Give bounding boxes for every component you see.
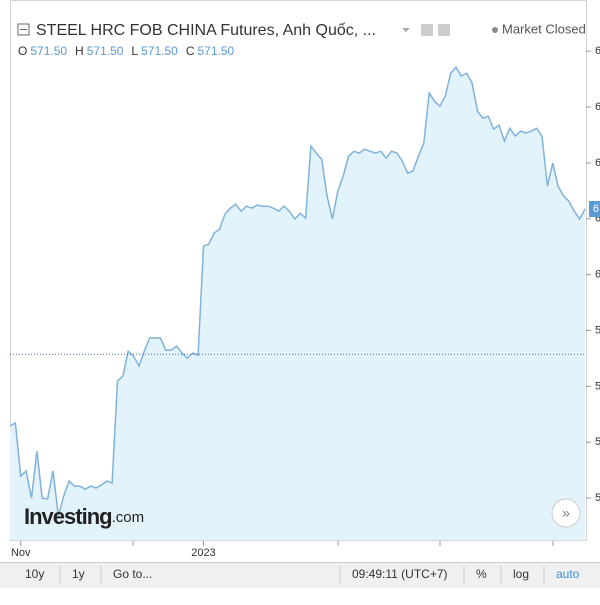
toolbar-button[interactable]: 1y xyxy=(72,567,85,581)
toolbar-button[interactable]: 10y xyxy=(25,567,44,581)
market-status: Market Closed xyxy=(502,21,586,36)
price-tag-bg xyxy=(589,200,600,217)
ohlc-value: 571.50 xyxy=(87,44,124,58)
logo: Investing.com xyxy=(24,504,144,529)
ohlc-label: O xyxy=(18,44,27,58)
toolbar-button[interactable]: Go to... xyxy=(113,567,152,581)
y-tick-label: 6 xyxy=(595,213,600,225)
y-tick-label: 6 xyxy=(595,157,600,169)
price-tag: 6 xyxy=(593,203,599,215)
plot-frame xyxy=(10,0,587,541)
ohlc-value: 571.50 xyxy=(141,44,178,58)
dropdown-arrow[interactable] xyxy=(402,28,410,32)
ohlc-value: 571.50 xyxy=(30,44,67,58)
toolbar-button[interactable]: auto xyxy=(556,567,580,581)
ohlc-label: L xyxy=(131,44,138,58)
x-tick-label: Nov xyxy=(11,547,31,559)
toolbar-bg xyxy=(0,562,600,588)
ohlc: O 571.50 H 571.50 L 571.50 C 571.50 xyxy=(18,44,235,58)
scroll-button[interactable] xyxy=(551,498,581,528)
x-tick-label: 2023 xyxy=(191,547,215,559)
y-tick-label: 5 xyxy=(595,492,600,504)
area-fill xyxy=(10,67,585,540)
y-tick-label: 5 xyxy=(595,436,600,448)
y-tick-label: 6 xyxy=(595,101,600,113)
scroll-icon: » xyxy=(562,505,570,521)
logo-suffix: .com xyxy=(112,509,145,526)
toolbar: 10y 1y Go to... 09:49:11 (UTC+7)% log auto xyxy=(25,566,580,584)
settings-icon[interactable] xyxy=(421,24,433,36)
y-tick-label: 6 xyxy=(595,45,600,57)
ohlc-value: 571.50 xyxy=(197,44,234,58)
y-tick-label: 6 xyxy=(595,269,600,281)
toolbar-button[interactable]: % xyxy=(476,567,487,581)
x-axis-ticks xyxy=(132,541,554,546)
ohlc-label: H xyxy=(75,44,84,58)
y-tick-label: 5 xyxy=(595,380,600,392)
status-dot xyxy=(492,27,498,33)
toolbar-button[interactable]: log xyxy=(513,567,529,581)
area-line xyxy=(9,65,586,517)
y-tick-label: 5 xyxy=(595,324,600,336)
chart-title: STEEL HRC FOB CHINA Futures, Anh Quốc, .… xyxy=(36,22,376,39)
gear-icon[interactable] xyxy=(438,24,450,36)
toolbar-button: 09:49:11 (UTC+7) xyxy=(352,567,448,581)
logo-brand: Investing xyxy=(24,504,112,529)
collapse-icon[interactable] xyxy=(17,23,30,36)
ohlc-label: C xyxy=(186,44,195,58)
